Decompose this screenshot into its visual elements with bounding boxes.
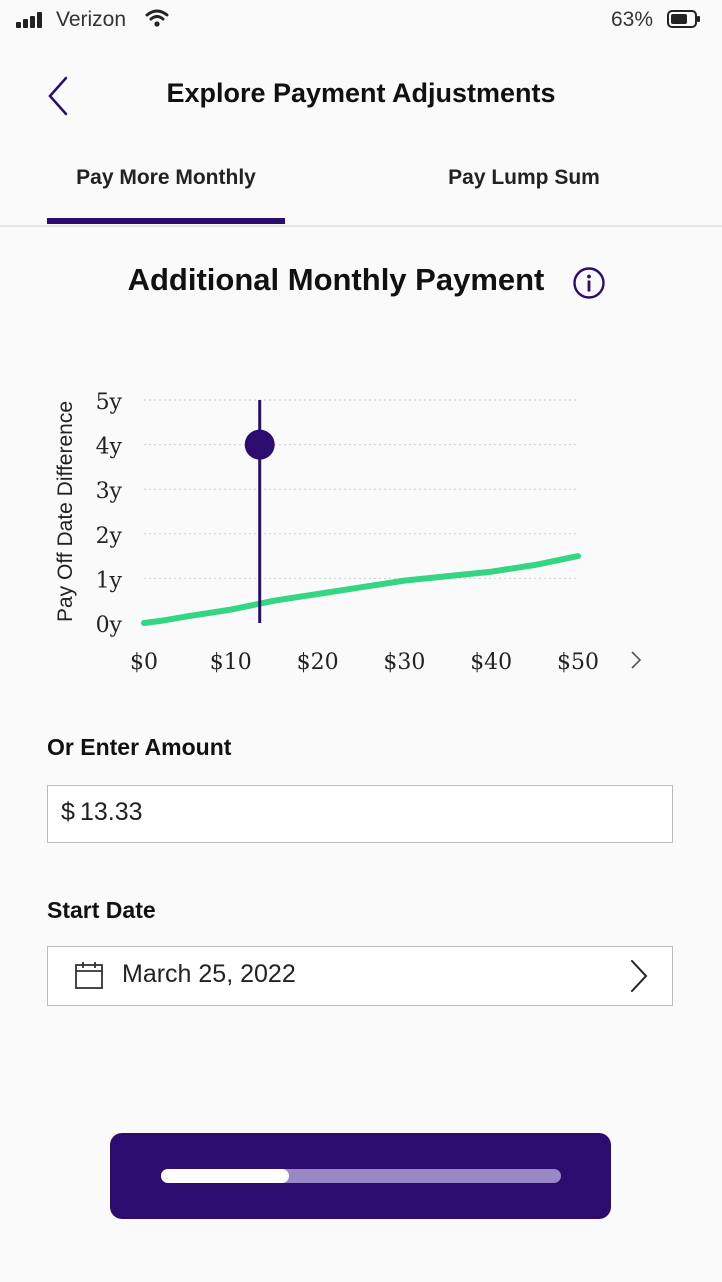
battery-percent: 63%: [611, 8, 654, 31]
currency-symbol: $: [61, 798, 75, 826]
tab-pay-more-monthly[interactable]: Pay More Monthly: [76, 166, 256, 189]
y-tick-label: 4y: [96, 435, 123, 460]
amount-value[interactable]: 13.33: [80, 798, 143, 826]
active-tab-indicator: [47, 218, 285, 224]
chevron-right-icon: [631, 960, 648, 992]
section-title: Additional Monthly Payment: [0, 262, 722, 298]
x-tick-label: $30: [383, 650, 425, 675]
y-tick-label: 0y: [96, 613, 123, 638]
chevron-left-icon[interactable]: [44, 74, 70, 118]
battery-icon: [667, 10, 700, 28]
wifi-icon: [145, 9, 169, 27]
selection-handle[interactable]: [244, 429, 275, 460]
page-title: Explore Payment Adjustments: [166, 78, 556, 108]
start-date-field[interactable]: [47, 946, 673, 1006]
start-date-label: Start Date: [47, 897, 156, 923]
y-tick-label: 5y: [96, 390, 123, 415]
tab-pay-lump-sum[interactable]: Pay Lump Sum: [448, 166, 600, 189]
x-tick-label: $20: [297, 650, 339, 675]
y-axis-label: Pay Off Date Difference: [54, 401, 77, 622]
section-title-text: Additional Monthly Payment: [127, 262, 545, 297]
info-icon[interactable]: [572, 266, 606, 300]
amount-input[interactable]: [47, 785, 673, 843]
x-tick-label: $0: [130, 650, 158, 675]
progress-fill: [161, 1169, 289, 1183]
y-tick-label: 1y: [96, 568, 123, 593]
x-tick-label: $50: [557, 650, 599, 675]
chevron-right-icon[interactable]: [631, 651, 642, 669]
x-tick-label: $10: [210, 650, 252, 675]
start-date-value: March 25, 2022: [122, 960, 296, 988]
amount-label: Or Enter Amount: [47, 734, 232, 760]
signal-icon: [16, 12, 46, 28]
y-tick-label: 3y: [96, 479, 123, 504]
series-line: [141, 553, 581, 626]
tab-divider: [0, 225, 722, 227]
carrier-name: Verizon: [56, 8, 127, 31]
x-tick-label: $40: [470, 650, 512, 675]
y-tick-label: 2y: [96, 524, 123, 549]
payoff-chart[interactable]: 0y 1y 2y 3y 4y 5y $0 $10 $20 $30 $40 $50 Pay Off Dat…: [0, 370, 722, 690]
calendar-icon: [75, 962, 103, 989]
